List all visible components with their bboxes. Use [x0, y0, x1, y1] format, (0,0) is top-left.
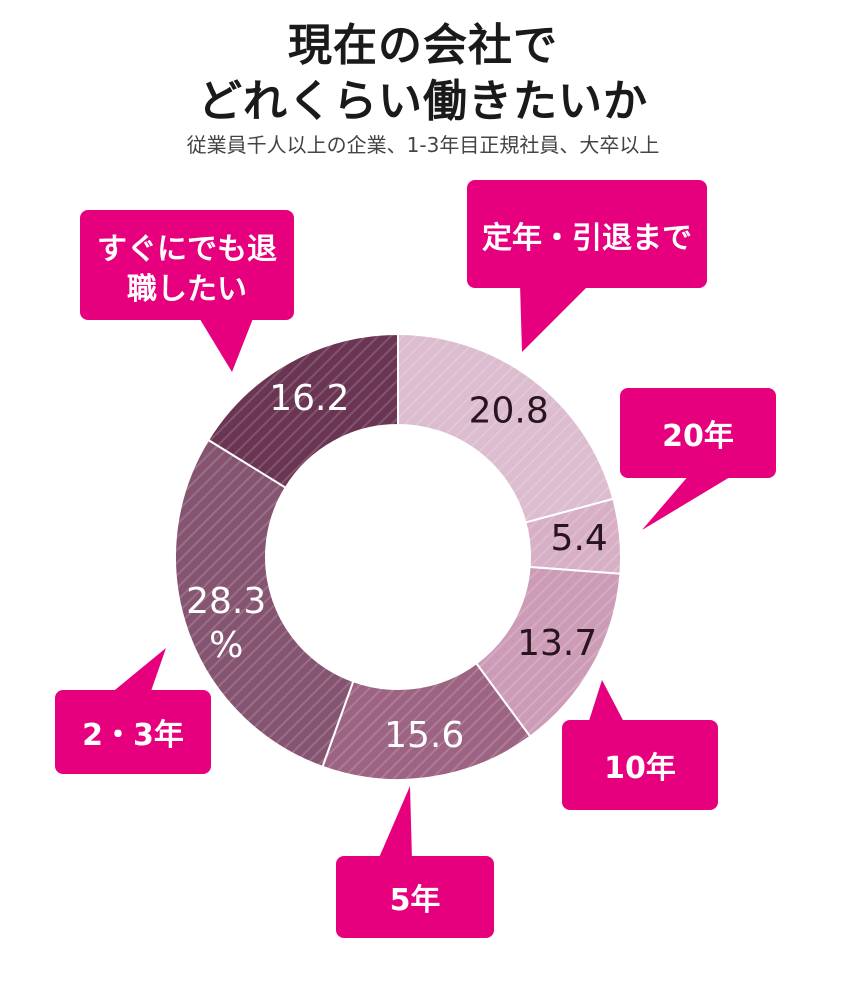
callout-box [467, 180, 707, 288]
callout-pointer [198, 316, 254, 372]
callout-pointer [642, 474, 735, 530]
category-callout: 20年 [620, 388, 776, 530]
donut-slice-hatch [208, 334, 398, 488]
callout-category-label: 職したい [127, 272, 247, 307]
callout-pointer [378, 786, 412, 860]
callout-pointer [110, 648, 166, 694]
callout-category-label: 20年 [662, 419, 734, 454]
donut-slice-hatch [476, 566, 621, 737]
donut-slice-hatch [398, 334, 614, 523]
slice-unit-label: % [209, 625, 243, 666]
chart-title-line2: どれくらい働きたいか [198, 76, 648, 127]
category-callout: 定年・引退まで [467, 180, 707, 352]
donut-slice-hatch [322, 663, 531, 780]
callout-pointer [588, 680, 625, 724]
slice-value-label: 16.2 [269, 378, 349, 419]
callout-box [80, 210, 294, 320]
donut-slice-hatch [525, 498, 621, 574]
callout-category-label: 10年 [604, 751, 676, 786]
slice-value-label: 20.8 [469, 390, 549, 431]
callout-category-label: 5年 [390, 883, 441, 918]
callout-box [620, 388, 776, 478]
callout-category-label: 2・3年 [82, 718, 184, 753]
donut-slice-hatch [174, 439, 354, 767]
slice-value-label: 13.7 [517, 623, 597, 664]
slice-value-label: 5.4 [551, 518, 608, 559]
category-callout: 2・3年 [55, 648, 211, 774]
slice-value-label: 28.3 [186, 581, 266, 622]
category-callout: 10年 [562, 680, 718, 810]
callout-category-label: 定年・引退まで [482, 221, 692, 256]
slice-value-label: 15.6 [384, 715, 464, 756]
chart-title-line1: 現在の会社で [288, 20, 558, 71]
category-callout: 5年 [336, 786, 494, 938]
callout-box [336, 856, 494, 938]
callout-box [562, 720, 718, 810]
callout-category-label: すぐにでも退 [97, 232, 277, 267]
callout-box [55, 690, 211, 774]
callout-pointer [520, 284, 590, 352]
chart-subtitle: 従業員千人以上の企業、1-3年目正規社員、大卒以上 [186, 133, 660, 157]
